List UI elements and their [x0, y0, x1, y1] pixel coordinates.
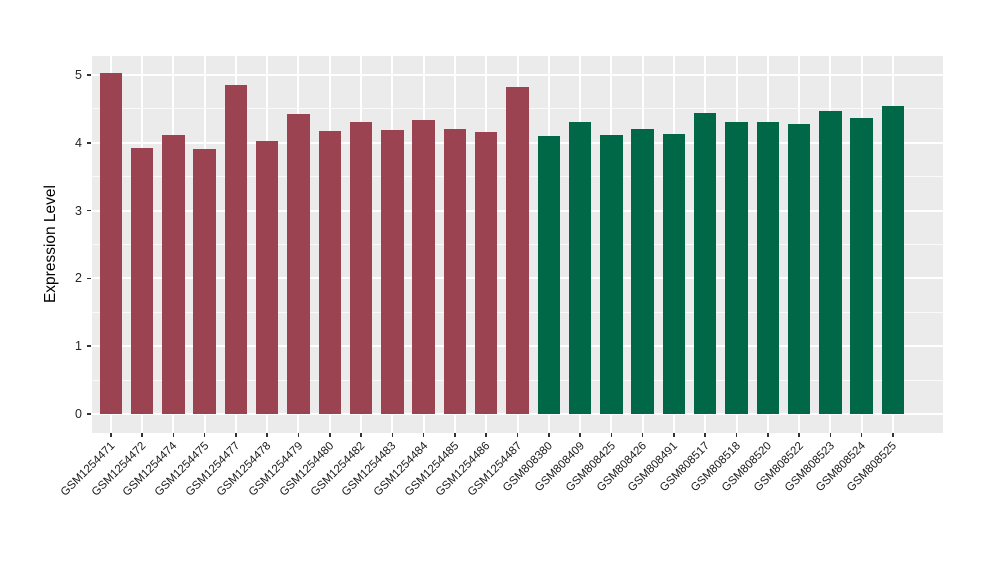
x-axis-tick — [704, 433, 706, 437]
bar-GSM1254475 — [193, 148, 216, 414]
x-axis-tick — [610, 433, 613, 437]
plot-area — [92, 56, 943, 433]
x-axis-tick — [235, 433, 237, 437]
y-axis-tick — [87, 142, 91, 144]
bar-GSM1254483 — [381, 129, 404, 414]
x-axis-tick — [767, 433, 769, 437]
bar-GSM1254486 — [474, 131, 498, 414]
x-axis-tick — [579, 433, 581, 437]
x-axis-tick — [548, 433, 550, 437]
bar-GSM1254471 — [99, 72, 123, 414]
x-axis-tick — [203, 433, 206, 437]
x-axis-tick — [329, 433, 331, 437]
x-axis-tick — [391, 433, 394, 437]
bar-GSM1254480 — [318, 131, 342, 414]
y-axis-tick — [87, 413, 91, 415]
y-tick-label: 5 — [75, 68, 82, 82]
bar-GSM808426 — [631, 129, 654, 414]
y-axis-title: Expression Level — [40, 56, 62, 433]
bar-GSM1254482 — [349, 121, 373, 414]
bar-GSM808525 — [881, 106, 905, 414]
x-axis-tick — [141, 433, 143, 437]
bar-GSM808518 — [725, 122, 748, 414]
x-axis-tick — [454, 433, 456, 437]
bar-GSM1254485 — [443, 128, 467, 414]
x-axis-tick — [516, 433, 519, 437]
bar-GSM808523 — [819, 110, 842, 414]
y-axis-tick — [87, 345, 91, 347]
x-axis-tick — [735, 433, 738, 437]
x-axis-tick — [829, 433, 832, 437]
bar-GSM808409 — [568, 122, 592, 414]
bar-GSM1254479 — [287, 114, 310, 414]
x-axis-tick — [860, 433, 863, 437]
bar-GSM808425 — [600, 134, 623, 414]
bar-GSM808491 — [662, 133, 686, 414]
x-axis-tick — [422, 433, 425, 437]
bar-GSM1254474 — [162, 134, 185, 414]
y-tick-label: 3 — [75, 203, 82, 218]
x-tick-label: GSM1254471 — [58, 440, 118, 499]
x-axis-tick — [485, 433, 487, 437]
y-axis-title-text: Expression Level — [42, 185, 59, 304]
bar-GSM1254472 — [130, 148, 154, 414]
x-axis-tick — [110, 433, 112, 437]
y-axis-tick — [87, 277, 91, 280]
x-axis-tick — [673, 433, 675, 437]
y-tick-label: 1 — [75, 339, 82, 354]
bar-GSM808522 — [787, 123, 811, 414]
bar-GSM808524 — [850, 117, 873, 414]
bar-GSM808517 — [693, 112, 717, 414]
x-axis-tick — [798, 433, 800, 437]
x-axis-tick — [266, 433, 268, 437]
y-axis-tick — [87, 209, 91, 212]
bar-GSM808520 — [756, 122, 780, 414]
bar-GSM1254478 — [255, 140, 279, 414]
y-tick-label: 2 — [75, 271, 82, 286]
x-axis-tick — [641, 433, 644, 437]
bar-GSM1254487 — [506, 86, 529, 414]
y-tick-label: 4 — [75, 135, 82, 150]
x-axis-tick — [360, 433, 362, 437]
bar-GSM1254484 — [412, 119, 435, 414]
x-axis-tick — [297, 433, 300, 437]
x-axis-tick — [892, 433, 894, 437]
bar-GSM1254477 — [224, 85, 248, 414]
bar-GSM808380 — [537, 136, 561, 414]
y-tick-label: 0 — [75, 407, 82, 421]
x-axis-tick — [172, 433, 175, 437]
y-axis-tick — [87, 74, 91, 76]
